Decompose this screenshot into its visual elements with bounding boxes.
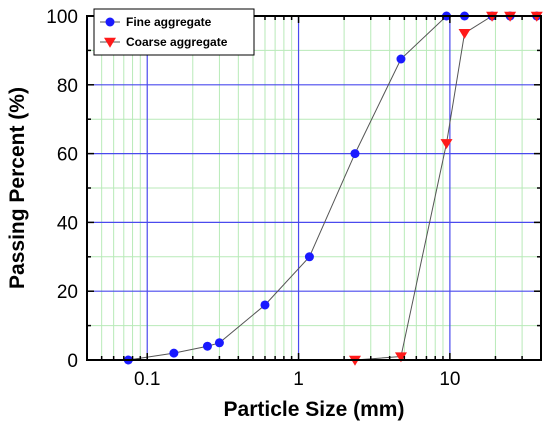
y-tick-label: 0 xyxy=(67,351,78,372)
legend-label: Fine aggregate xyxy=(126,15,212,29)
grid xyxy=(87,16,541,360)
legend: Fine aggregate Coarse aggregate xyxy=(93,8,255,56)
y-tick-label: 20 xyxy=(57,282,78,303)
fine-aggregate-point xyxy=(350,149,360,159)
x-axis-label: Particle Size (mm) xyxy=(224,398,405,421)
fine-aggregate-point xyxy=(202,341,212,351)
legend-marker xyxy=(104,37,116,48)
legend-label: Coarse aggregate xyxy=(126,35,228,49)
coarse-aggregate-point xyxy=(440,139,453,149)
legend-box xyxy=(93,8,255,56)
series-markers xyxy=(123,11,543,366)
y-tick-label: 80 xyxy=(57,76,78,97)
fine-aggregate-point xyxy=(214,338,224,348)
coarse-aggregate-point xyxy=(394,352,407,363)
x-tick-label: 10 xyxy=(439,369,460,390)
fine-aggregate-point xyxy=(169,348,179,358)
coarse-aggregate-point xyxy=(458,29,471,39)
legend-items: Fine aggregate Coarse aggregate xyxy=(100,15,228,49)
legend-marker xyxy=(105,17,115,27)
x-tick-label: 1 xyxy=(293,369,304,390)
axis-ticks xyxy=(87,15,541,361)
y-tick-label: 40 xyxy=(57,213,78,234)
x-tick-label: 0.1 xyxy=(134,369,160,390)
fine-aggregate-point xyxy=(304,252,314,262)
fine-aggregate-point xyxy=(260,300,270,310)
y-tick-label: 100 xyxy=(46,7,78,28)
fine-aggregate-point xyxy=(396,54,406,64)
y-tick-label: 60 xyxy=(57,145,78,166)
y-axis-label: Passing Percent (%) xyxy=(6,87,29,289)
